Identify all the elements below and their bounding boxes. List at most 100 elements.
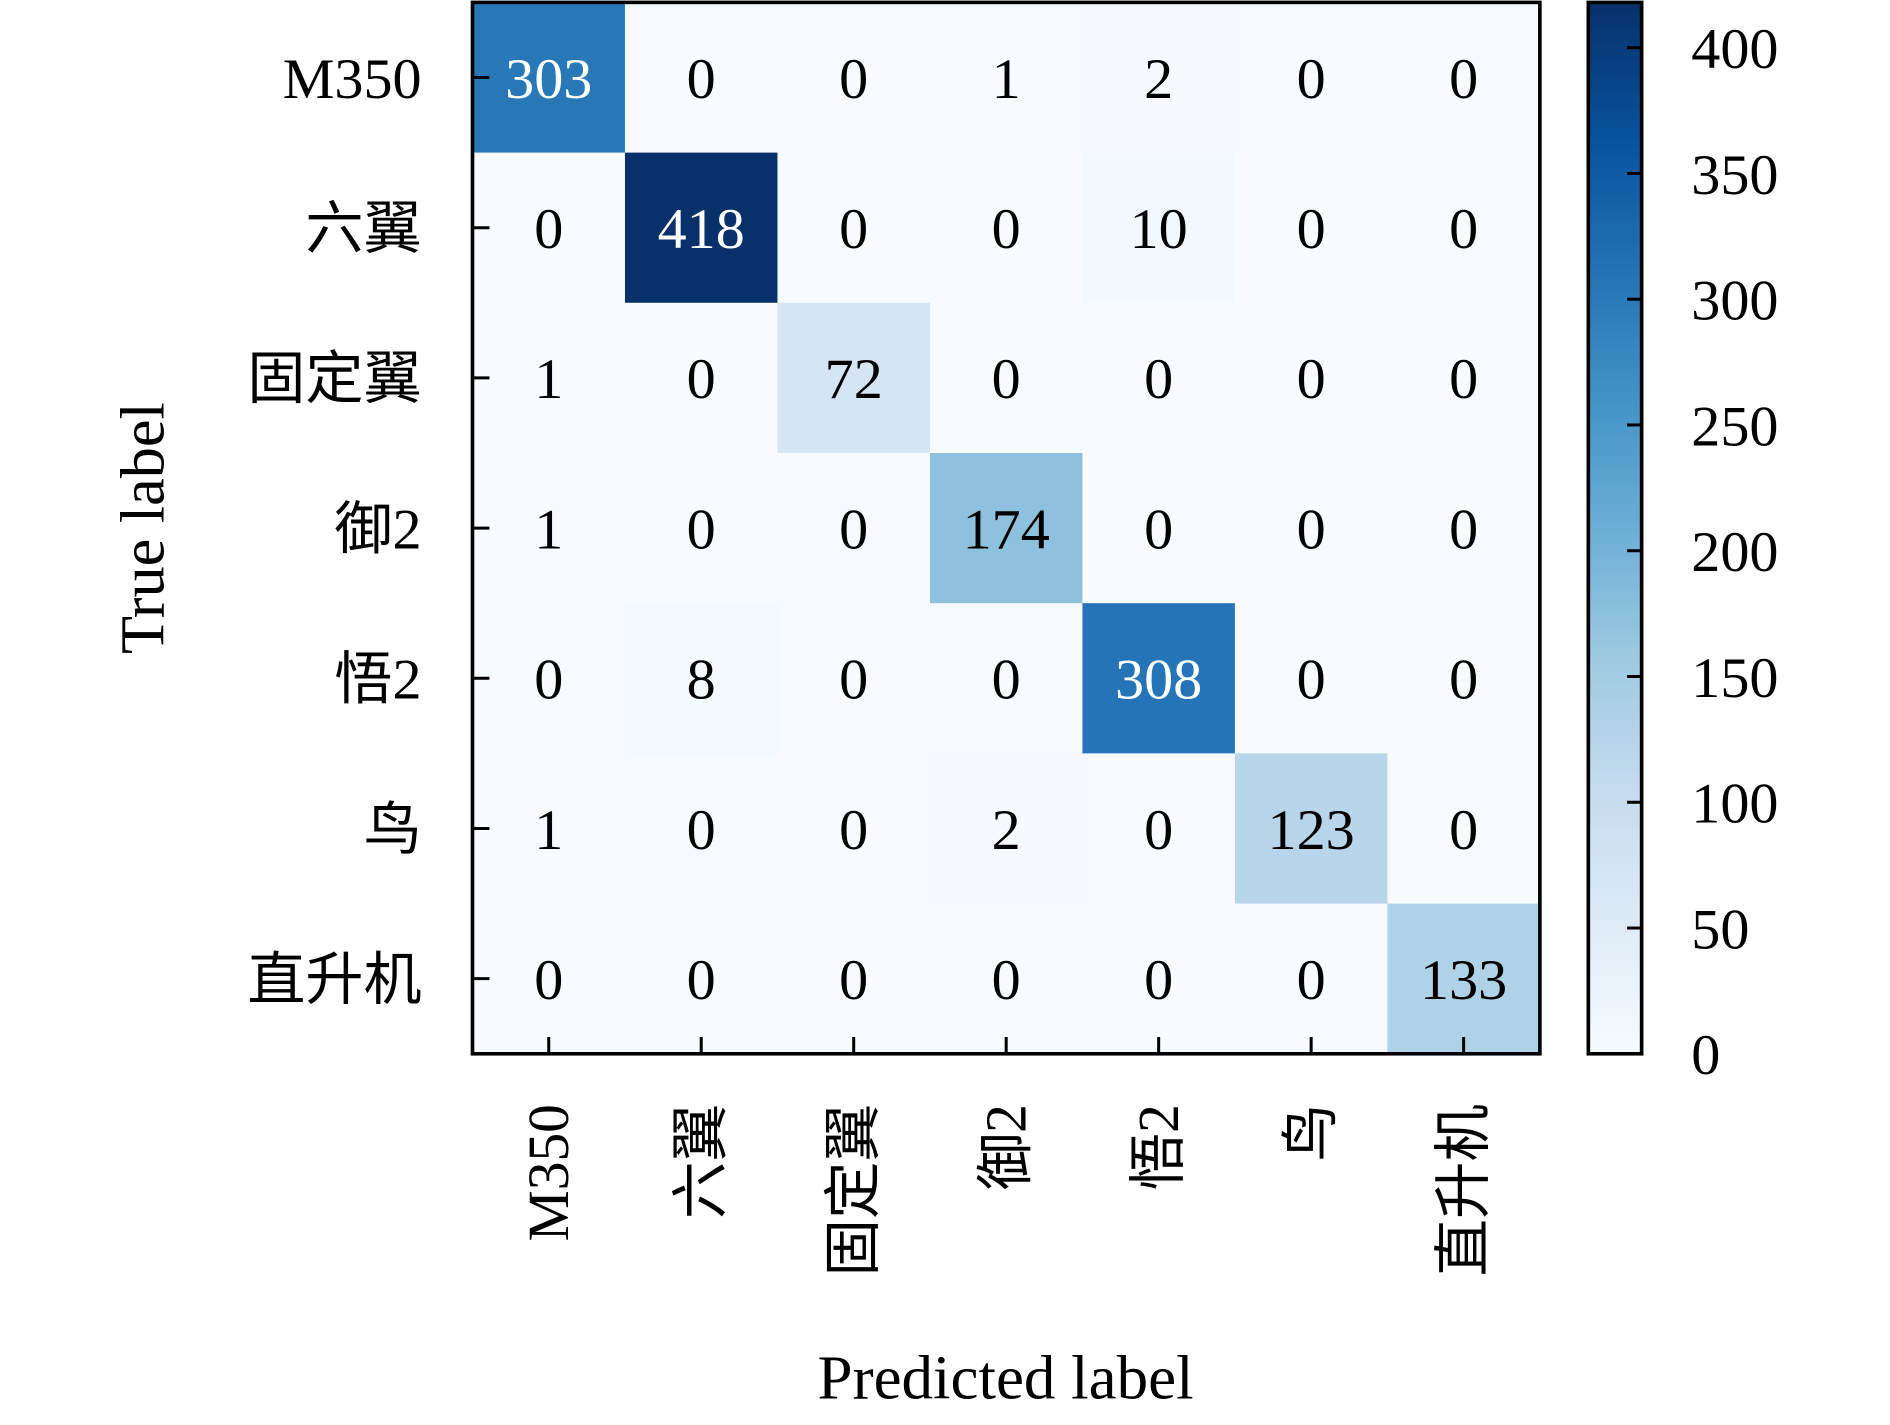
cell-value-labels: 303 0 0 1 2 0 00 418 0 0 10 0 01 0 72 0 0 0 01 0 0 174 0 0 00 8 0 0… (505, 46, 1507, 1012)
y-tick-label: 悟2 (334, 647, 421, 712)
matrix-cell (1234, 152, 1388, 304)
cell-value-label: 1 (534, 497, 563, 562)
matrix-cell (1387, 302, 1541, 454)
matrix-cell (929, 2, 1084, 154)
matrix-cell (929, 603, 1084, 754)
matrix-cell (777, 152, 931, 304)
matrix-cell (1387, 753, 1541, 905)
matrix-cell (1082, 2, 1236, 154)
cell-value-label: 0 (687, 46, 716, 111)
cell-value-label: 0 (687, 347, 716, 412)
matrix-cell (472, 903, 626, 1055)
matrix-cell (472, 753, 626, 905)
matrix-cell (624, 2, 779, 154)
y-tick-label: 鸟 (363, 797, 421, 862)
matrix-cell (1387, 152, 1541, 304)
cell-value-label: 0 (839, 196, 868, 261)
matrix-cell (777, 2, 931, 154)
matrix-cell (624, 452, 779, 604)
matrix-cell (472, 302, 626, 454)
x-axis-label: Predicted label (818, 1343, 1194, 1413)
cell-value-label: 0 (1297, 46, 1326, 111)
y-tick-label: 御2 (334, 497, 421, 562)
cell-value-label: 0 (839, 46, 868, 111)
cell-value-label: 0 (1144, 497, 1173, 562)
cell-value-label: 0 (534, 196, 563, 261)
matrix-cell (1387, 603, 1541, 754)
matrix-cell (1082, 903, 1236, 1055)
matrix-cell (1082, 302, 1236, 454)
matrix-cell (777, 603, 931, 754)
colorbar (1586, 0, 1644, 1056)
x-tick-label: 直升机 (1431, 1104, 1496, 1276)
cell-value-label: 0 (1449, 647, 1478, 712)
matrix-cell (472, 2, 626, 154)
cell-value-label: 0 (1297, 196, 1326, 261)
x-tick-label: 固定翼 (821, 1104, 886, 1276)
matrix-cell (929, 302, 1084, 454)
cell-value-label: 0 (992, 647, 1021, 712)
x-axis-ticks: M350 六翼 固定翼 御2 悟2 鸟 直升机 (516, 1037, 1496, 1276)
x-tick-label: 悟2 (1126, 1104, 1191, 1190)
cell-value-label: 1 (534, 797, 563, 862)
matrix-cell (1082, 452, 1236, 604)
cell-value-label: 0 (1144, 947, 1173, 1012)
cell-value-label: 0 (534, 647, 563, 712)
colorbar-tick-label: 100 (1691, 771, 1778, 836)
matrix-cell (1082, 753, 1236, 905)
cell-value-label: 123 (1268, 797, 1355, 862)
cell-value-label: 174 (963, 497, 1050, 562)
cell-value-label: 0 (687, 797, 716, 862)
cell-value-label: 10 (1130, 196, 1188, 261)
matrix-cell (1234, 753, 1388, 905)
cell-value-label: 308 (1115, 647, 1202, 712)
x-tick-label: 六翼 (668, 1104, 733, 1219)
y-tick-label: 六翼 (305, 196, 421, 261)
cell-value-label: 0 (1449, 196, 1478, 261)
matrix-cell (777, 753, 931, 905)
matrix-cell (777, 452, 931, 604)
matrix-cell (472, 603, 626, 754)
matrix-cell (1387, 2, 1541, 154)
matrix-cell (472, 152, 626, 304)
cell-value-label: 1 (534, 347, 563, 412)
colorbar-tick-label: 200 (1691, 519, 1778, 584)
colorbar-tick-label: 300 (1691, 268, 1778, 333)
matrix-cell (1387, 903, 1541, 1055)
y-tick-label: 直升机 (247, 947, 421, 1012)
cell-value-label: 0 (1297, 497, 1326, 562)
cell-value-label: 418 (658, 196, 745, 261)
cell-value-label: 0 (1449, 797, 1478, 862)
cell-value-label: 303 (505, 46, 592, 111)
y-tick-label: M350 (283, 46, 422, 111)
colorbar-tick-label: 350 (1691, 142, 1778, 207)
cell-value-label: 2 (1144, 46, 1173, 111)
colorbar-tick-label: 250 (1691, 394, 1778, 459)
cell-value-label: 72 (825, 347, 883, 412)
colorbar-tick-label: 50 (1691, 897, 1749, 962)
colorbar-tick-label: 400 (1691, 16, 1778, 81)
matrix-cell (929, 753, 1084, 905)
cell-value-label: 8 (687, 647, 716, 712)
matrix-cell (624, 903, 779, 1055)
matrix-cell (777, 903, 931, 1055)
matrix-cell (1082, 152, 1236, 304)
matrix-cells (472, 2, 1541, 1055)
y-axis-label: True label (107, 402, 177, 654)
cell-value-label: 0 (839, 797, 868, 862)
cell-value-label: 0 (992, 947, 1021, 1012)
y-tick-label: 固定翼 (247, 347, 421, 412)
cell-value-label: 0 (992, 196, 1021, 261)
cell-value-label: 0 (992, 347, 1021, 412)
matrix-cell (1234, 452, 1388, 604)
cell-value-label: 133 (1420, 947, 1507, 1012)
matrix-cell (777, 302, 931, 454)
matrix-cell (624, 152, 779, 304)
matrix-cell (624, 302, 779, 454)
cell-value-label: 0 (1297, 647, 1326, 712)
matrix-cell (624, 753, 779, 905)
matrix-cell (1234, 302, 1388, 454)
